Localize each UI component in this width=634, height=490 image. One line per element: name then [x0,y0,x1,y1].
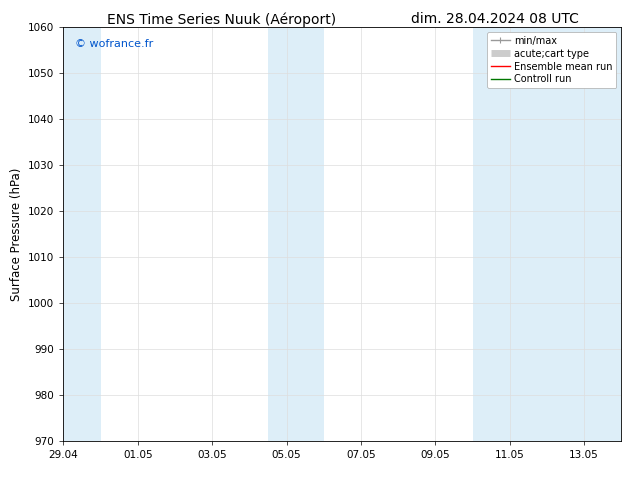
Y-axis label: Surface Pressure (hPa): Surface Pressure (hPa) [10,167,23,301]
Legend: min/max, acute;cart type, Ensemble mean run, Controll run: min/max, acute;cart type, Ensemble mean … [487,32,616,88]
Text: dim. 28.04.2024 08 UTC: dim. 28.04.2024 08 UTC [411,12,578,26]
Bar [472,27,625,441]
Text: © wofrance.fr: © wofrance.fr [75,39,153,49]
Bar [60,27,101,441]
Text: ENS Time Series Nuuk (Aéroport): ENS Time Series Nuuk (Aéroport) [107,12,337,27]
Bar [268,27,324,441]
